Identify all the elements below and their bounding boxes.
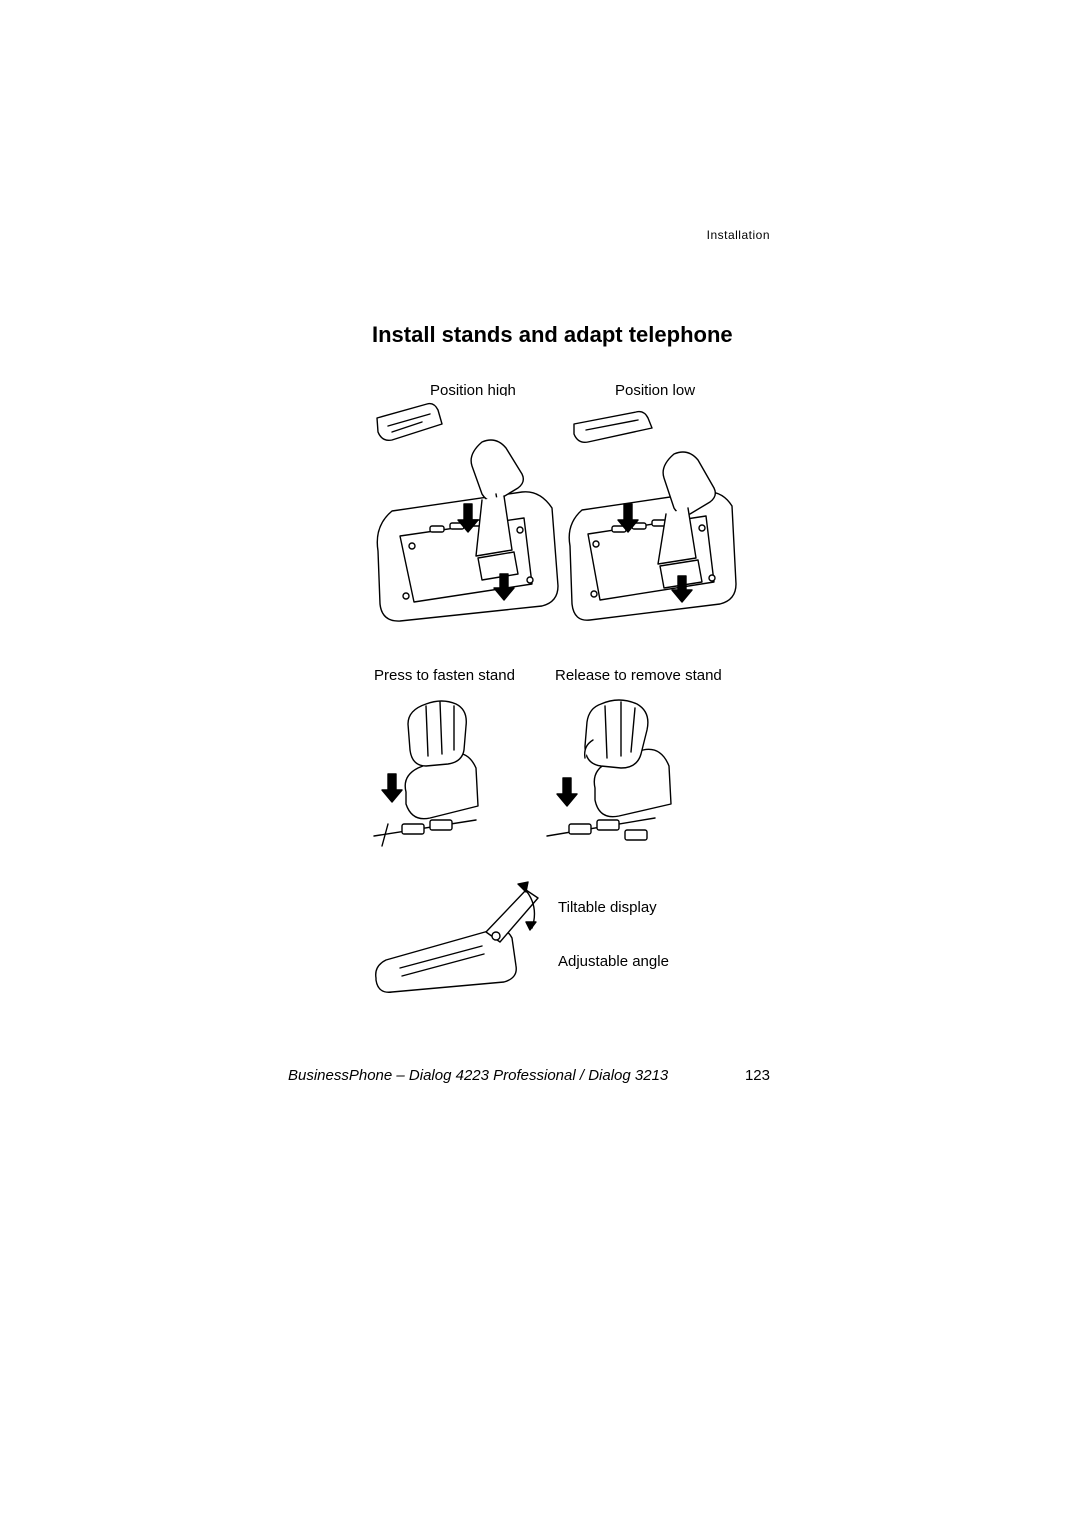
figure-tiltable-display: [372, 880, 547, 995]
label-tiltable-display: Tiltable display: [558, 899, 657, 916]
figure-press-fasten: [372, 696, 517, 851]
footer-document-title: BusinessPhone – Dialog 4223 Professional…: [288, 1067, 668, 1084]
page: Installation Install stands and adapt te…: [0, 0, 1080, 1528]
label-press-fasten: Press to fasten stand: [374, 667, 515, 684]
footer-page-number: 123: [745, 1067, 770, 1084]
page-footer: BusinessPhone – Dialog 4223 Professional…: [288, 1067, 770, 1084]
figure-release-remove: [545, 696, 690, 851]
label-release-remove: Release to remove stand: [555, 667, 722, 684]
figure-position-high: [372, 396, 562, 627]
label-adjustable-angle: Adjustable angle: [558, 953, 669, 970]
page-title: Install stands and adapt telephone: [372, 322, 733, 348]
figure-position-low: [566, 396, 739, 627]
header-section-label: Installation: [707, 228, 770, 242]
